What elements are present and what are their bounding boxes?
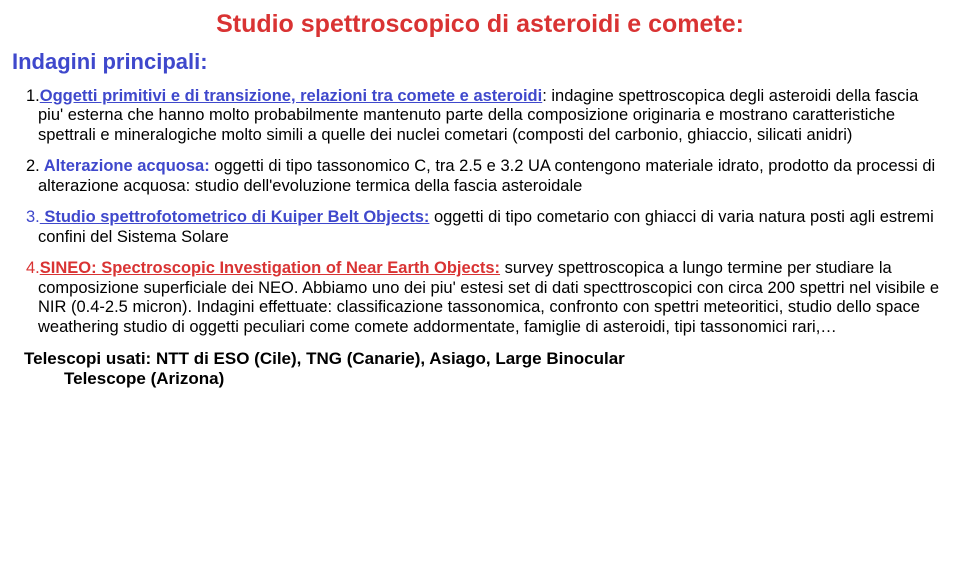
- list-item-1: 1.Oggetti primitivi e di transizione, re…: [12, 87, 948, 145]
- item-number: 1.: [26, 87, 40, 105]
- item-lead: Studio spettrofotometrico di Kuiper Belt…: [40, 208, 430, 226]
- item-lead: Oggetti primitivi e di transizione, rela…: [40, 87, 542, 105]
- item-lead: Alterazione acquosa:: [40, 157, 210, 175]
- item-number: 2.: [26, 157, 40, 175]
- item-number: 4.: [26, 259, 40, 277]
- list-item-4: 4.SINEO: Spectroscopic Investigation of …: [12, 259, 948, 337]
- footer-line-1: Telescopi usati: NTT di ESO (Cile), TNG …: [24, 349, 625, 368]
- page-title: Studio spettroscopico di asteroidi e com…: [12, 10, 948, 39]
- list-item-2: 2. Alterazione acquosa: oggetti di tipo …: [12, 157, 948, 196]
- footer-line-2: Telescope (Arizona): [24, 369, 224, 388]
- section-subtitle: Indagini principali:: [12, 49, 948, 75]
- list-item-3: 3. Studio spettrofotometrico di Kuiper B…: [12, 208, 948, 247]
- item-number: 3.: [26, 208, 40, 226]
- item-lead: SINEO: Spectroscopic Investigation of Ne…: [40, 259, 500, 277]
- footer-text: Telescopi usati: NTT di ESO (Cile), TNG …: [12, 349, 948, 389]
